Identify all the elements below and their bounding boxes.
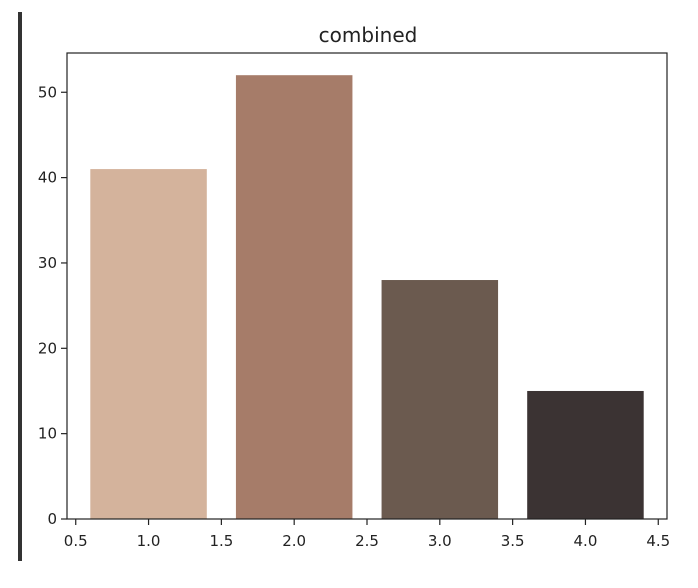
x-tick-label: 4.0 (574, 532, 598, 550)
bar-1 (90, 169, 207, 520)
y-tick-label: 0 (47, 510, 57, 528)
y-tick-label: 40 (38, 169, 57, 187)
bar-3 (381, 280, 499, 519)
x-tick-label: 3.0 (428, 532, 452, 550)
x-axis: 0.5 1.0 1.5 2.0 2.5 3.0 3.5 4.0 4.5 (64, 519, 670, 550)
x-tick-label: 1.0 (137, 532, 161, 550)
y-axis: 0 10 20 30 40 50 (38, 83, 67, 528)
left-border-line (18, 12, 22, 561)
x-tick-label: 2.0 (282, 532, 306, 550)
y-tick-label: 20 (38, 339, 57, 357)
bars-group (90, 75, 644, 520)
x-tick-label: 0.5 (64, 532, 88, 550)
x-tick-label: 2.5 (355, 532, 379, 550)
bar-4 (527, 390, 644, 519)
y-tick-label: 10 (38, 425, 57, 443)
bar-2 (235, 75, 353, 519)
x-tick-label: 4.5 (646, 532, 670, 550)
x-tick-label: 3.5 (501, 532, 525, 550)
y-tick-label: 30 (38, 254, 57, 272)
chart-title: combined (319, 23, 418, 47)
x-tick-label: 1.5 (209, 532, 233, 550)
y-tick-label: 50 (38, 83, 57, 101)
